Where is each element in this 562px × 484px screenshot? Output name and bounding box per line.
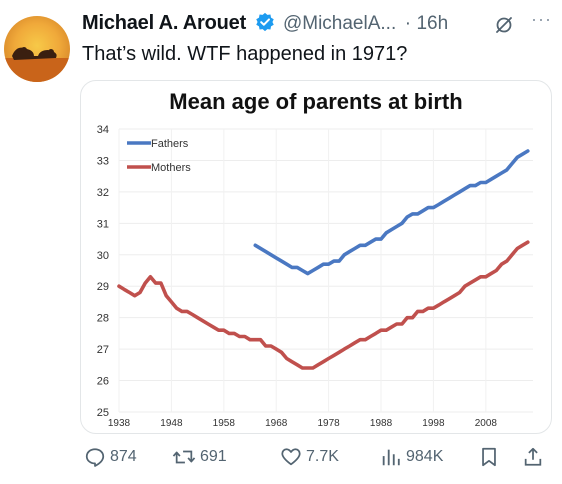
reply-icon: [85, 448, 105, 467]
share-icon: [524, 447, 542, 466]
verified-badge-icon: [255, 12, 275, 37]
y-tick-label: 25: [97, 407, 109, 419]
y-tick-label: 29: [97, 281, 109, 293]
more-icon[interactable]: ···: [531, 9, 552, 29]
author-name[interactable]: Michael A. Arouet: [82, 12, 247, 34]
x-tick-label: 1938: [108, 418, 131, 429]
separator: ·: [404, 13, 412, 34]
like-icon: [281, 448, 301, 466]
chart-title: Mean age of parents at birth: [169, 89, 462, 114]
share-button[interactable]: [522, 446, 548, 468]
bookmark-icon: [482, 447, 496, 467]
bookmark-button[interactable]: [478, 446, 504, 468]
series-line-mothers: [117, 240, 530, 370]
tweet-header: Michael A. Arouet @MichaelA... · 16h ···: [82, 9, 552, 40]
chart-series: [117, 149, 530, 370]
x-tick-label: 1988: [370, 418, 393, 429]
series-line-fathers: [253, 149, 530, 276]
y-tick-label: 26: [97, 376, 109, 388]
y-tick-label: 34: [97, 124, 109, 136]
y-tick-label: 32: [97, 187, 109, 199]
author-handle[interactable]: @MichaelA...: [282, 13, 397, 34]
y-tick-label: 30: [97, 250, 109, 262]
y-axis-ticks: 25 26 27 28 29 30 31 32 33 34: [97, 124, 109, 419]
y-tick-label: 28: [97, 313, 109, 325]
chart-grid: [118, 128, 533, 413]
x-tick-label: 2008: [475, 418, 498, 429]
tweet-actions: 874 691 7.7K 984K: [80, 446, 550, 476]
avatar-image: [4, 47, 70, 82]
chart-svg: Mean age of parents at birth 25 26 27 28 29 3…: [97, 89, 533, 429]
views-count: 984K: [406, 448, 444, 465]
x-tick-label: 1958: [213, 418, 236, 429]
chart-image[interactable]: Mean age of parents at birth 25 26 27 28 29 3…: [80, 80, 552, 434]
like-button[interactable]: 7.7K: [280, 446, 339, 468]
views-icon: [382, 449, 400, 466]
chart-legend: Fathers Mothers: [127, 138, 191, 174]
repost-count: 691: [200, 448, 227, 465]
x-tick-label: 1998: [422, 418, 445, 429]
tweet-time[interactable]: 16h: [416, 13, 449, 34]
y-tick-label: 33: [97, 155, 109, 167]
reply-count: 874: [110, 448, 137, 465]
x-tick-label: 1968: [265, 418, 288, 429]
x-tick-label: 1978: [317, 418, 340, 429]
like-count: 7.7K: [306, 448, 339, 465]
y-tick-label: 31: [97, 218, 109, 230]
repost-button[interactable]: 691: [172, 446, 227, 468]
y-tick-label: 27: [97, 344, 109, 356]
legend-label-mothers: Mothers: [151, 162, 191, 174]
avatar[interactable]: [4, 16, 70, 82]
reply-button[interactable]: 874: [84, 446, 137, 468]
tweet-text: That’s wild. WTF happened in 1971?: [82, 43, 408, 65]
grok-icon[interactable]: [494, 15, 514, 40]
x-axis-ticks: 1938 1948 1958 1968 1978 1988 1998 2008: [108, 418, 498, 429]
legend-label-fathers: Fathers: [151, 138, 189, 150]
retweet-icon: [172, 450, 196, 464]
views-button[interactable]: 984K: [380, 446, 443, 468]
x-tick-label: 1948: [160, 418, 183, 429]
